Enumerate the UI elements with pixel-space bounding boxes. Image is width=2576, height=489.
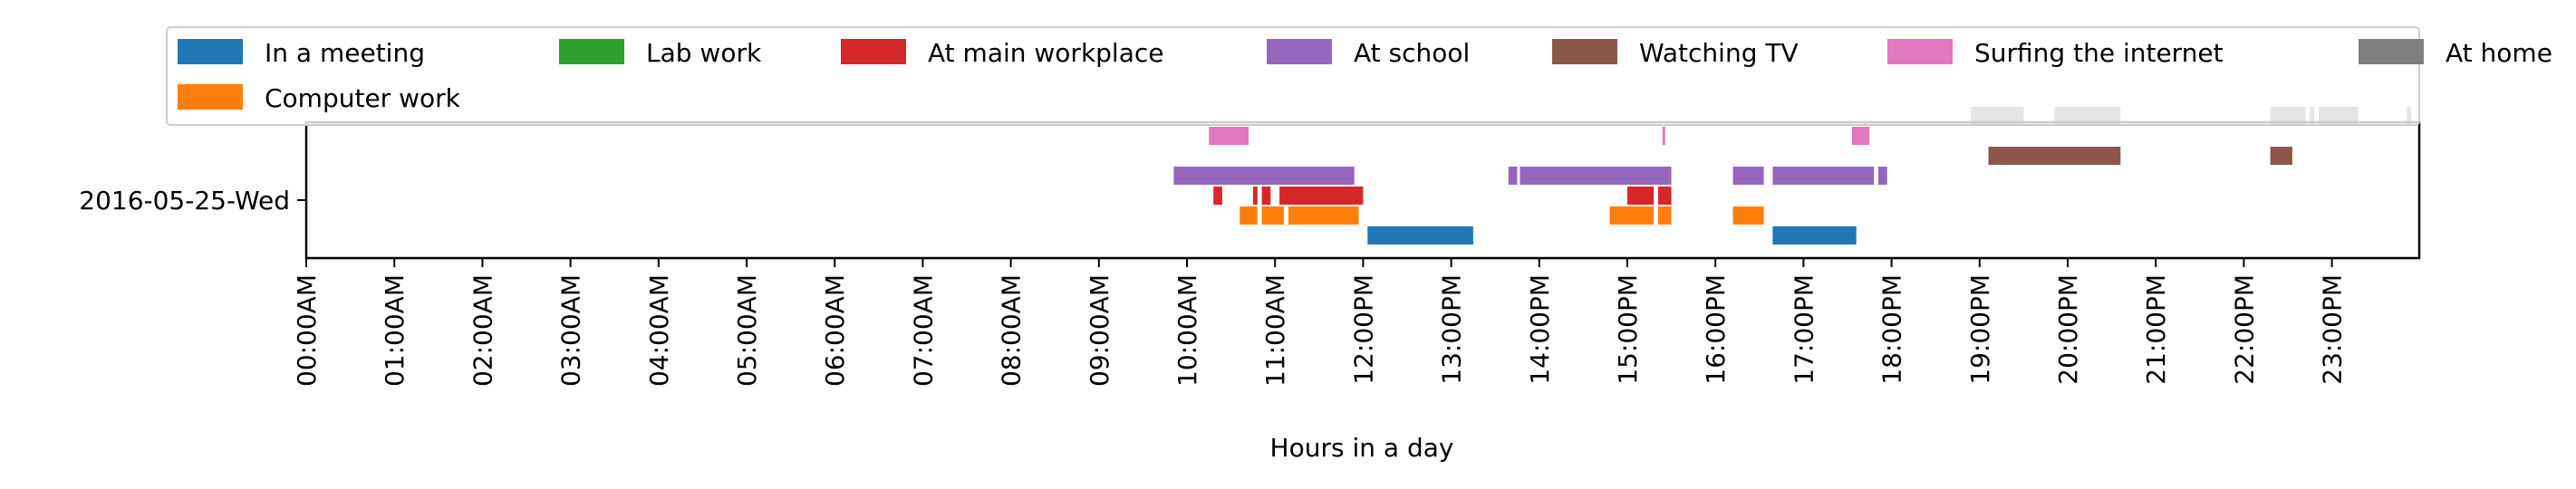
x-tick-label-17: 17:00PM <box>1789 274 1819 385</box>
bar-computer-work-1 <box>1261 206 1284 225</box>
x-tick-label-13: 13:00PM <box>1437 274 1467 385</box>
bar-at-main-workplace-3 <box>1279 187 1364 205</box>
x-tick-label-0: 00:00AM <box>292 274 322 387</box>
y-axis: 2016-05-25-Wed <box>79 186 306 216</box>
x-tick-label-10: 10:00AM <box>1172 274 1202 387</box>
bar-at-main-workplace-5 <box>1658 187 1672 205</box>
bar-at-school-5 <box>1878 167 1887 185</box>
bar-surfing-the-internet-2 <box>1851 127 1870 145</box>
bar-at-school-3 <box>1732 167 1764 185</box>
x-axis-label: Hours in a day <box>1270 433 1454 463</box>
bar-at-school-2 <box>1520 167 1672 185</box>
x-tick-label-19: 19:00PM <box>1965 274 1995 385</box>
legend-swatch-watching-tv <box>1552 39 1617 64</box>
bar-computer-work-0 <box>1240 206 1258 225</box>
x-tick-label-18: 18:00PM <box>1877 274 1907 385</box>
legend-swatch-at-school <box>1267 39 1332 64</box>
x-tick-label-2: 02:00AM <box>468 274 497 387</box>
bar-computer-work-5 <box>1732 206 1764 225</box>
bar-computer-work-2 <box>1288 206 1359 225</box>
bar-at-main-workplace-4 <box>1627 187 1655 205</box>
bar-computer-work-4 <box>1658 206 1672 225</box>
bar-surfing-the-internet-1 <box>1662 127 1665 145</box>
bar-at-school-0 <box>1173 167 1355 185</box>
legend-label-watching-tv: Watching TV <box>1639 38 1799 68</box>
x-axis: 00:00AM 01:00AM 02:00AM 03:00AM 04:00AM 05:00… <box>292 258 2348 387</box>
legend-swatch-surfing-the-internet <box>1887 39 1953 64</box>
bar-computer-work-3 <box>1609 206 1655 225</box>
legend-swatch-at-home <box>2359 39 2424 64</box>
bar-at-school-1 <box>1508 167 1518 185</box>
legend-label-computer-work: Computer work <box>265 83 461 113</box>
legend: In a meeting Lab work At main workplace At … <box>166 26 2552 126</box>
bar-watching-tv-0 <box>1988 147 2121 165</box>
x-tick-label-3: 03:00AM <box>556 274 586 387</box>
legend-swatch-in-a-meeting <box>178 39 243 64</box>
x-tick-label-11: 11:00AM <box>1260 274 1290 387</box>
x-tick-label-16: 16:00PM <box>1701 274 1731 385</box>
legend-box <box>166 26 2420 126</box>
x-tick-label-20: 20:00PM <box>2053 274 2083 385</box>
legend-label-at-school: At school <box>1354 38 1470 68</box>
x-tick-label-22: 22:00PM <box>2229 274 2259 385</box>
bar-at-school-4 <box>1772 167 1875 185</box>
x-tick-label-1: 01:00AM <box>380 274 410 387</box>
x-tick-label-21: 21:00PM <box>2141 274 2171 385</box>
x-tick-label-6: 06:00AM <box>820 274 850 387</box>
x-tick-label-9: 09:00AM <box>1085 274 1114 387</box>
legend-label-surfing-the-internet: Surfing the internet <box>1974 38 2224 68</box>
legend-swatch-computer-work <box>178 84 243 110</box>
legend-label-at-home: At home <box>2446 38 2552 68</box>
bar-in-a-meeting-0 <box>1367 226 1473 244</box>
x-tick-label-12: 12:00PM <box>1348 274 1378 385</box>
x-tick-label-14: 14:00PM <box>1525 274 1555 385</box>
legend-label-at-main-workplace: At main workplace <box>928 38 1164 68</box>
x-tick-label-7: 07:00AM <box>908 274 938 387</box>
legend-label-lab-work: Lab work <box>646 38 762 68</box>
legend-label-in-a-meeting: In a meeting <box>265 38 425 68</box>
x-tick-label-5: 05:00AM <box>732 274 762 387</box>
x-tick-label-23: 23:00PM <box>2318 274 2348 385</box>
x-tick-label-4: 04:00AM <box>644 274 674 387</box>
y-tick-label-0: 2016-05-25-Wed <box>79 186 290 216</box>
x-tick-label-15: 15:00PM <box>1613 274 1643 385</box>
bar-watching-tv-1 <box>2270 147 2292 165</box>
bar-at-main-workplace-1 <box>1252 187 1258 205</box>
legend-swatch-lab-work <box>559 39 624 64</box>
legend-swatch-at-main-workplace <box>841 39 906 64</box>
bar-at-main-workplace-2 <box>1261 187 1271 205</box>
bar-in-a-meeting-1 <box>1772 226 1857 244</box>
x-tick-label-8: 08:00AM <box>997 274 1027 387</box>
bar-surfing-the-internet-0 <box>1209 127 1249 145</box>
bar-at-main-workplace-0 <box>1213 187 1222 205</box>
